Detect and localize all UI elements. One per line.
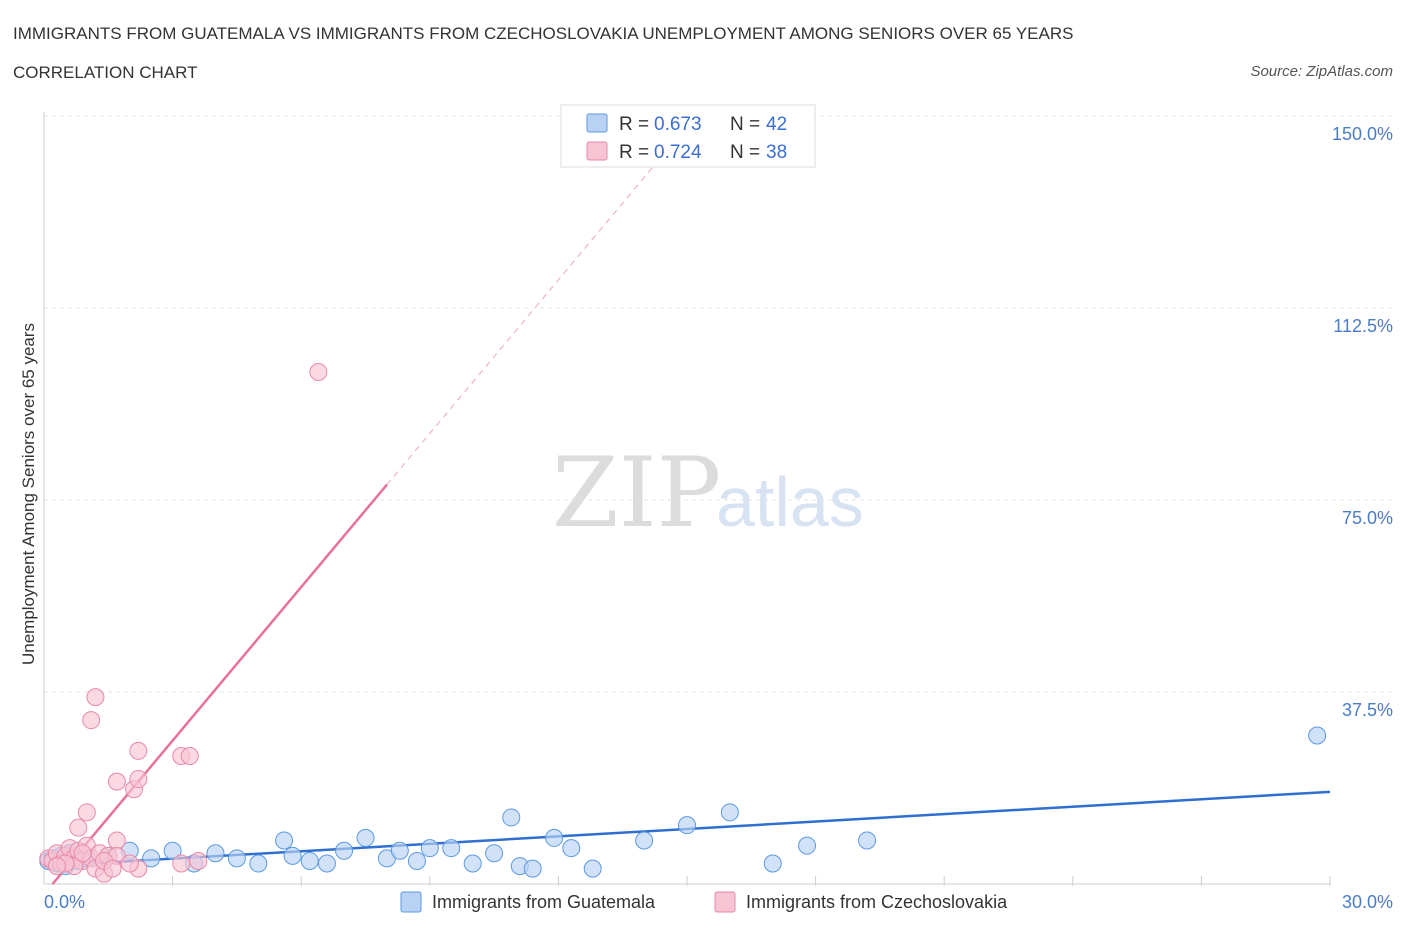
point-guatemala	[442, 839, 461, 858]
y-tick-label: 112.5%	[1333, 316, 1393, 336]
watermark-zip: ZIP	[552, 437, 721, 549]
watermark-atlas: atlas	[716, 463, 864, 541]
y-tick-label: 75.0%	[1342, 508, 1393, 528]
point-czechoslovakia	[103, 859, 122, 878]
point-guatemala	[1308, 726, 1327, 745]
point-guatemala	[635, 831, 654, 850]
point-guatemala	[300, 851, 319, 870]
chart-title: IMMIGRANTS FROM GUATEMALA VS IMMIGRANTS …	[13, 24, 1073, 43]
point-guatemala	[356, 828, 375, 847]
x-tick-label-min: 0.0%	[44, 892, 85, 912]
point-czechoslovakia	[189, 851, 208, 870]
point-guatemala	[407, 851, 426, 870]
point-guatemala	[763, 854, 782, 873]
chart-source: Source: ZipAtlas.com	[1250, 63, 1393, 80]
point-czechoslovakia	[309, 363, 328, 381]
point-guatemala	[678, 816, 696, 835]
y-tick-label: 37.5%	[1342, 700, 1393, 720]
point-czechoslovakia	[82, 711, 101, 730]
trend-line-extension-1	[386, 156, 662, 486]
point-guatemala	[249, 854, 268, 873]
x-axis-ticks	[172, 876, 1331, 886]
point-guatemala	[858, 831, 877, 850]
point-czechoslovakia	[69, 818, 88, 837]
point-guatemala	[562, 839, 581, 858]
point-guatemala	[163, 841, 182, 860]
x-tick-label-max: 30.0%	[1342, 892, 1393, 912]
point-guatemala	[420, 839, 439, 858]
y-axis-tick-labels: 37.5% 75.0% 112.5% 150.0%	[1332, 124, 1393, 720]
scatter-points	[39, 363, 1327, 883]
legend-r-value-czechoslovakia: 0.724	[654, 142, 702, 163]
point-guatemala	[583, 859, 602, 878]
point-guatemala	[485, 844, 504, 863]
legend-r-label-czechoslovakia: R =	[619, 142, 649, 163]
point-guatemala	[798, 836, 817, 855]
point-guatemala	[720, 803, 739, 822]
point-guatemala	[275, 831, 294, 850]
correlation-legend: R = 0.673 N = 42 R = 0.724 N = 38	[560, 104, 816, 168]
point-czechoslovakia	[129, 770, 148, 789]
legend-n-value-czechoslovakia: 38	[766, 142, 787, 163]
legend-n-label-czechoslovakia: N =	[730, 142, 760, 163]
series-legend-label-czechoslovakia: Immigrants from Czechoslovakia	[746, 892, 1008, 912]
series-legend: Immigrants from Guatemala Immigrants fro…	[400, 891, 1008, 913]
point-czechoslovakia	[172, 854, 191, 873]
gridlines	[44, 115, 1393, 693]
point-czechoslovakia	[107, 772, 126, 791]
point-guatemala	[227, 849, 246, 868]
point-czechoslovakia	[180, 747, 199, 765]
point-guatemala	[142, 849, 161, 868]
point-guatemala	[523, 859, 542, 878]
chart-subtitle: CORRELATION CHART	[13, 63, 198, 82]
legend-n-label-guatemala: N =	[730, 114, 760, 135]
point-guatemala	[206, 844, 225, 863]
series-legend-label-guatemala: Immigrants from Guatemala	[432, 892, 656, 912]
point-guatemala	[463, 854, 482, 873]
legend-r-value-guatemala: 0.673	[654, 114, 702, 135]
point-czechoslovakia	[86, 688, 105, 707]
point-guatemala	[390, 841, 409, 860]
point-czechoslovakia	[73, 844, 92, 863]
point-czechoslovakia	[120, 854, 139, 873]
legend-swatch-czechoslovakia	[586, 141, 608, 161]
point-guatemala	[335, 841, 354, 860]
trend-line-1	[51, 483, 388, 885]
y-axis-label: Unemployment Among Seniors over 65 years	[19, 323, 38, 665]
point-guatemala	[283, 846, 302, 865]
legend-n-value-guatemala: 42	[766, 114, 787, 135]
legend-swatch-guatemala	[586, 113, 608, 133]
point-czechoslovakia	[129, 741, 148, 760]
point-czechoslovakia	[47, 857, 66, 876]
series-legend-swatch-guatemala	[400, 891, 422, 913]
point-czechoslovakia	[107, 831, 126, 850]
point-guatemala	[545, 828, 564, 847]
legend-r-label-guatemala: R =	[619, 114, 649, 135]
point-czechoslovakia	[77, 803, 96, 822]
point-guatemala	[317, 854, 336, 873]
series-legend-swatch-czechoslovakia	[714, 891, 736, 913]
point-guatemala	[502, 808, 521, 827]
y-tick-label: 150.0%	[1332, 124, 1393, 144]
